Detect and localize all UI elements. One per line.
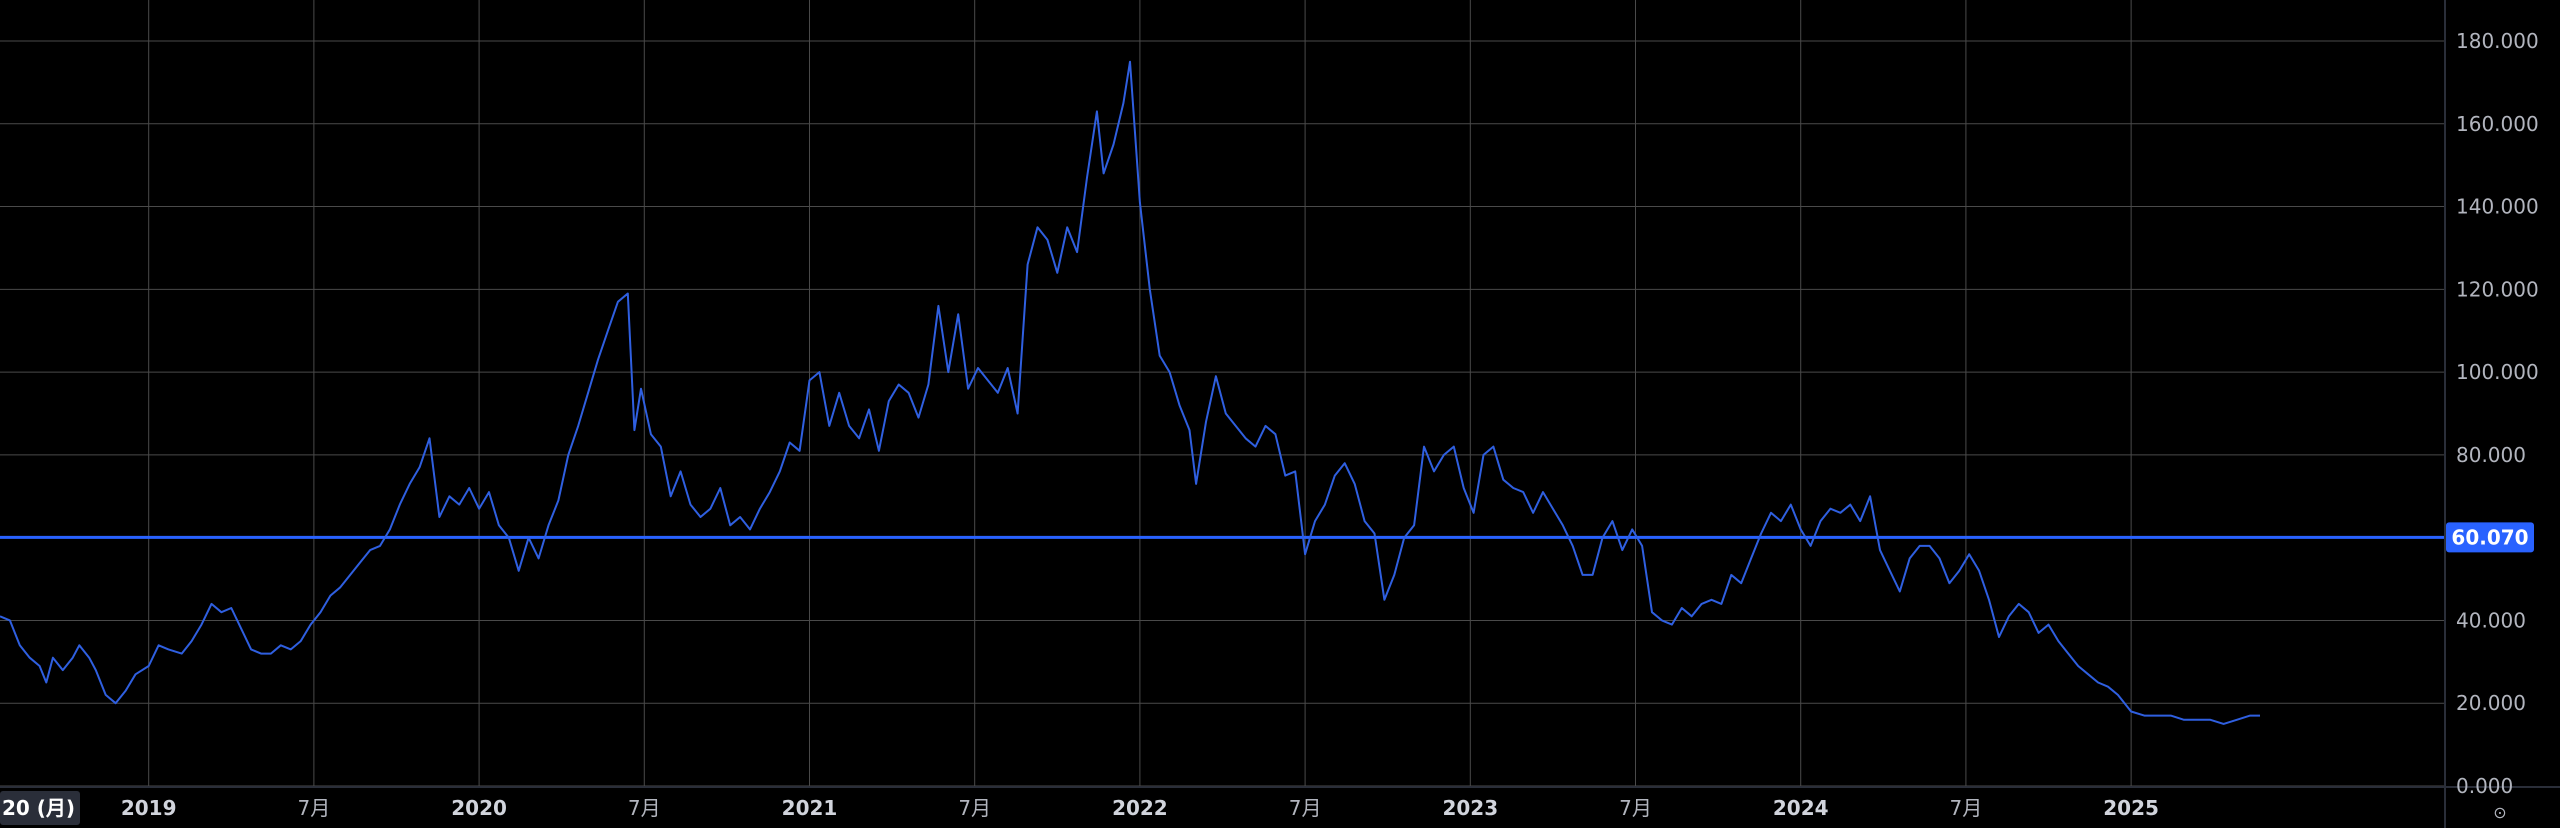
grid-lines [0, 0, 2445, 787]
x-tick-label: 7月 [628, 796, 661, 820]
y-tick-label: 20.000 [2456, 691, 2526, 715]
x-tick-label: 7月 [958, 796, 991, 820]
y-tick-label: 100.000 [2456, 360, 2539, 384]
y-tick-label: 140.000 [2456, 195, 2539, 219]
x-tick-label: 7月 [1619, 796, 1652, 820]
crosshair-date-label: 20 (月) [0, 791, 80, 825]
x-tick-label: 2021 [782, 796, 838, 820]
settings-icon[interactable]: ⊙ [2493, 803, 2506, 822]
y-tick-label: 80.000 [2456, 443, 2526, 467]
time-axis[interactable]: 2019 7月 2020 7月 2021 7月 2022 7月 2023 7月 2024 7月 2025 [121, 796, 2159, 820]
x-tick-label: 7月 [1289, 796, 1322, 820]
y-tick-label: 120.000 [2456, 277, 2539, 301]
x-tick-label: 2025 [2103, 796, 2159, 820]
x-tick-label: 2022 [1112, 796, 1168, 820]
price-label: 60.070 [2446, 522, 2534, 553]
y-tick-label: 0.000 [2456, 774, 2513, 798]
x-tick-label: 7月 [298, 796, 331, 820]
price-label-text: 60.070 [2451, 525, 2528, 549]
x-tick-label: 7月 [1950, 796, 1983, 820]
crosshair-date-text: 20 (月) [2, 796, 75, 820]
x-tick-label: 2024 [1773, 796, 1829, 820]
y-tick-label: 180.000 [2456, 29, 2539, 53]
series-line [0, 60, 2260, 725]
x-tick-label: 2019 [121, 796, 177, 820]
y-tick-label: 40.000 [2456, 608, 2526, 632]
crosshair-date-bg [0, 791, 80, 825]
x-tick-label: 2020 [451, 796, 507, 820]
y-tick-label: 160.000 [2456, 112, 2539, 136]
series-group [0, 60, 2260, 725]
x-tick-label: 2023 [1442, 796, 1498, 820]
price-label-bg [2446, 522, 2534, 553]
